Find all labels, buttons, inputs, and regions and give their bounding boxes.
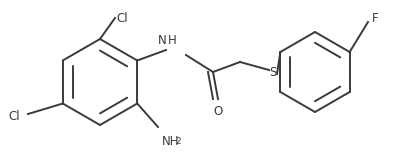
Text: S: S bbox=[269, 66, 277, 79]
Text: F: F bbox=[372, 11, 379, 24]
Text: O: O bbox=[213, 105, 223, 118]
Text: H: H bbox=[168, 34, 177, 47]
Text: N: N bbox=[158, 34, 167, 47]
Text: 2: 2 bbox=[175, 137, 180, 146]
Text: Cl: Cl bbox=[8, 110, 20, 122]
Text: Cl: Cl bbox=[116, 11, 128, 24]
Text: NH: NH bbox=[162, 135, 180, 148]
